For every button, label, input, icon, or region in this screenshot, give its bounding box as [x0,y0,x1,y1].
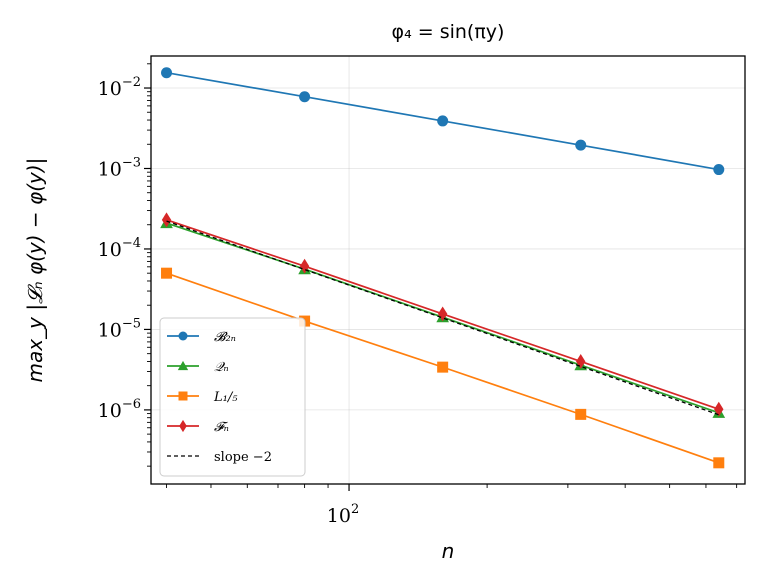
legend-marker [179,419,187,433]
chart-title: φ₄ = sin(πy) [392,21,505,43]
series-layer [160,67,726,469]
legend-item-slope: slope −2 [167,450,272,465]
legend-item-b2n: 𝓑₂ₙ [167,330,236,345]
data-point-b2n [575,139,587,151]
data-point-l15 [575,408,587,420]
data-point-b2n [161,67,173,79]
data-point-l15 [713,457,725,469]
legend-label: L₁/₅ [213,390,238,405]
x-tick-label: 102 [327,502,359,527]
y-axis-title: max_y |𝓛ₙ φ(y) − φ(y)| [23,158,47,383]
data-point-b2n [437,115,449,127]
label-layer: 10−2 10−3 10−4 10−5 10−6 102 [98,75,360,527]
tick-layer [144,63,738,491]
data-point-b2n [713,164,725,176]
data-point-l15 [437,361,449,373]
data-point-fn [161,212,172,228]
data-point-fn [714,401,724,417]
y-tick-label: 10−2 [98,75,141,100]
x-axis-title: n [442,539,455,563]
legend-item-l15: L₁/₅ [167,390,238,405]
legend-label: 𝒬ₙ [214,360,229,375]
y-tick-label: 10−6 [98,397,141,422]
data-point-fn [299,258,310,274]
y-tick-label: 10−4 [98,236,141,261]
legend-label: 𝓑₂ₙ [214,330,236,345]
legend-item-qn: 𝒬ₙ [167,360,229,375]
legend-marker [177,360,189,371]
y-tick-label: 10−5 [98,316,141,341]
legend-label: slope −2 [214,450,272,465]
series-fn [161,212,724,417]
series-b2n [161,67,725,176]
legend-item-fn: 𝓕ₙ [167,419,229,435]
legend-box [159,317,306,477]
data-point-l15 [161,267,173,279]
plot-frame [150,55,746,485]
legend-label: 𝓕ₙ [214,420,229,435]
y-tick-label: 10−3 [98,155,141,180]
legend-items: 𝓑₂ₙ 𝒬ₙ L₁/₅ 𝓕ₙ slope −2 [167,330,272,465]
data-point-fn [437,306,448,322]
legend: 𝓑₂ₙ 𝒬ₙ L₁/₅ 𝓕ₙ slope −2 [159,317,306,477]
legend-marker [178,391,188,401]
data-point-b2n [299,91,311,103]
legend-marker [178,331,188,341]
